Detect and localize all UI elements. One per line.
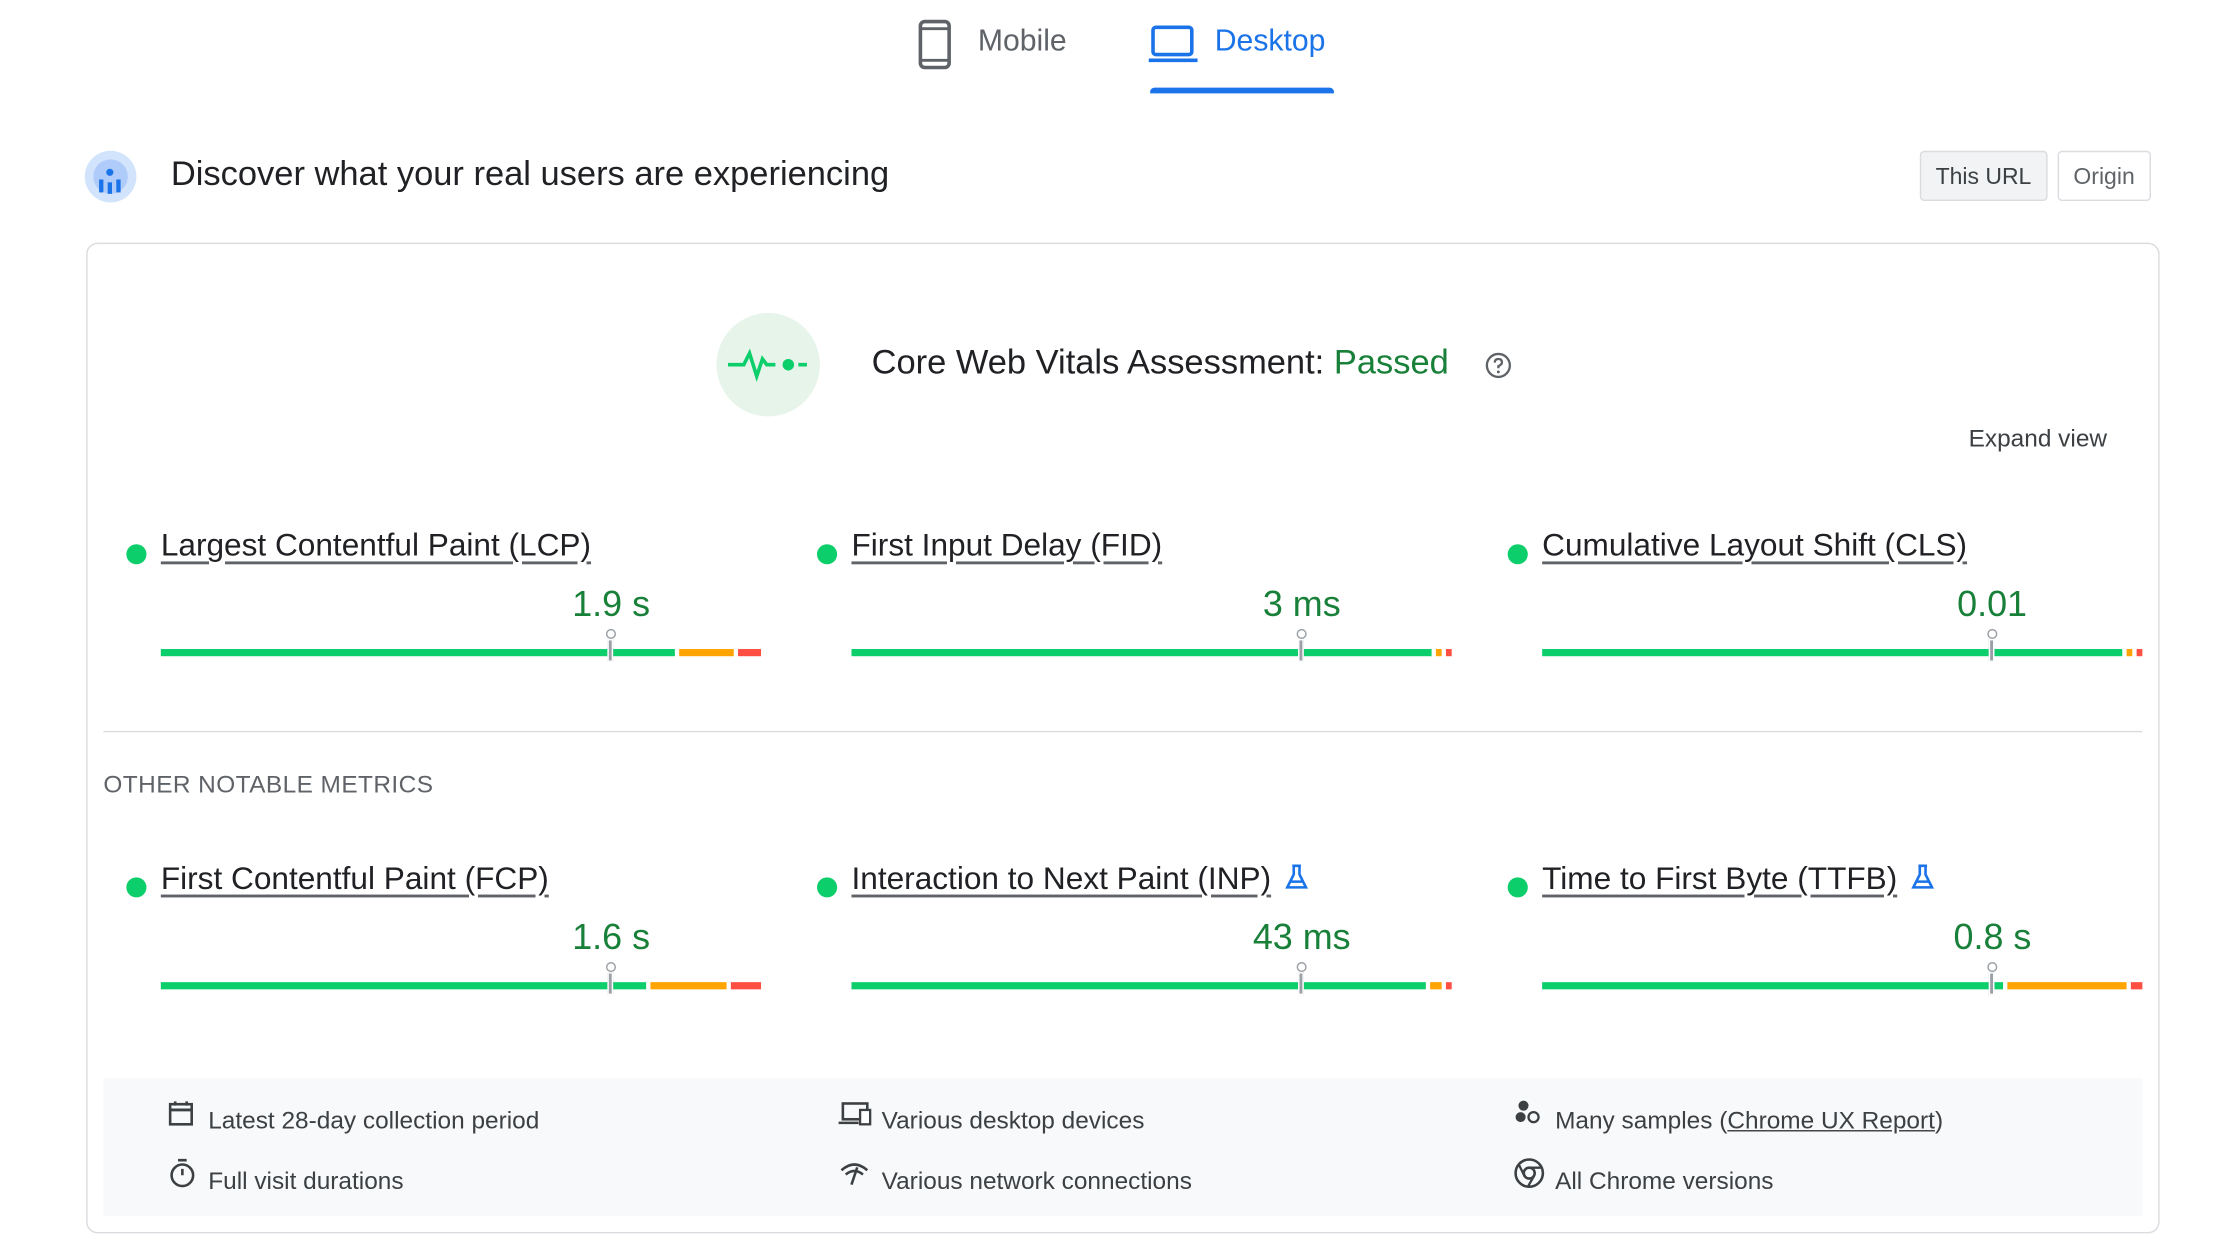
crux-link[interactable]: Chrome UX Report — [1727, 1107, 1935, 1135]
distribution-segment — [2126, 649, 2133, 657]
distribution-bar — [1542, 982, 2143, 990]
samples-icon — [1515, 1100, 1540, 1124]
footer-duration: Full visit durations — [208, 1167, 404, 1195]
devices-icon — [838, 1102, 872, 1126]
distribution-bar — [1542, 649, 2143, 657]
metric-name[interactable]: Cumulative Layout Shift (CLS) — [1542, 526, 1968, 563]
metric-value: 0.8 s — [1953, 917, 2032, 958]
p75-marker — [605, 628, 616, 639]
footer-devices: Various desktop devices — [881, 1107, 1145, 1135]
samples-prefix: Many samples ( — [1555, 1107, 1728, 1135]
metric-value: 1.6 s — [572, 917, 651, 958]
toggle-this-url[interactable]: This URL — [1919, 150, 2048, 202]
p75-marker — [1295, 962, 1306, 973]
metric-name[interactable]: Time to First Byte (TTFB) — [1542, 860, 1898, 896]
timer-icon — [170, 1158, 195, 1188]
footer-chrome: All Chrome versions — [1555, 1167, 1774, 1195]
other-heading: OTHER NOTABLE METRICS — [103, 771, 434, 799]
footer-period: Latest 28-day collection period — [208, 1107, 540, 1135]
flask-path — [1285, 864, 1309, 889]
footer-samples: Many samples (Chrome UX Report) — [1555, 1107, 1943, 1136]
distribution-bar — [160, 649, 762, 657]
metric-value: 43 ms — [1252, 917, 1351, 958]
p75-marker-line — [1988, 972, 1995, 996]
help-icon[interactable] — [1485, 352, 1512, 379]
distribution-segment — [851, 982, 1426, 990]
distribution-segment — [851, 649, 1432, 657]
tab-indicator — [1150, 87, 1334, 94]
section-title: Discover what your real users are experi… — [170, 155, 890, 194]
distribution-segment — [731, 982, 762, 990]
status-dot — [1507, 877, 1528, 898]
distribution-segment — [679, 649, 734, 657]
desktop-icon — [1148, 25, 1198, 63]
p75-marker-line — [1988, 638, 1995, 662]
status-dot — [126, 544, 147, 565]
crux-icon — [84, 150, 137, 203]
p75-marker-line — [1298, 638, 1304, 662]
distribution-segment — [160, 649, 676, 657]
metric-value: 0.01 — [1957, 584, 2028, 625]
assessment-icon — [716, 313, 820, 417]
distribution-bar — [160, 982, 762, 990]
status-dot — [126, 877, 147, 898]
distribution-segment — [1429, 982, 1442, 990]
metric-name[interactable]: First Contentful Paint (FCP) — [160, 860, 549, 896]
assessment-status: Passed — [1333, 343, 1449, 382]
network-icon — [840, 1163, 869, 1186]
metric-value: 1.9 s — [572, 584, 651, 625]
divider — [103, 730, 2143, 733]
distribution-segment — [1542, 649, 2122, 657]
samples-suffix: ) — [1934, 1107, 1944, 1135]
distribution-segment — [650, 982, 728, 990]
metric-name[interactable]: Largest Contentful Paint (LCP) — [160, 526, 592, 563]
p75-marker — [1295, 628, 1306, 639]
card — [86, 242, 2160, 1234]
assessment-text: Core Web Vitals Assessment: Passed — [872, 343, 1449, 383]
flask — [1911, 864, 1935, 889]
tab-mobile[interactable]: Mobile — [977, 24, 1067, 58]
distribution-bar — [851, 982, 1452, 990]
p75-marker — [605, 962, 616, 973]
expand-view[interactable]: Expand view — [1968, 425, 2108, 453]
distribution-segment — [1435, 649, 1442, 657]
assessment-label: Core Web Vitals Assessment: — [871, 343, 1325, 382]
status-dot — [1507, 544, 1528, 565]
chrome-icon — [1514, 1158, 1545, 1189]
metric-name[interactable]: Interaction to Next Paint (INP) — [851, 860, 1272, 896]
status-dot — [817, 544, 838, 565]
footer-network: Various network connections — [881, 1167, 1192, 1195]
p75-marker-line — [607, 972, 614, 996]
distribution-segment — [160, 982, 646, 990]
toggle-origin[interactable]: Origin — [2057, 150, 2151, 202]
mobile-icon — [918, 19, 951, 70]
p75-marker-line — [1298, 972, 1304, 996]
calendar-icon — [168, 1101, 193, 1126]
distribution-segment — [2130, 982, 2143, 990]
distribution-segment — [2136, 649, 2143, 657]
distribution-segment — [1445, 982, 1452, 990]
footer — [103, 1078, 2143, 1217]
distribution-bar — [851, 649, 1452, 657]
flask — [1285, 864, 1309, 889]
tab-desktop[interactable]: Desktop — [1214, 24, 1326, 58]
p75-marker-line — [607, 638, 614, 662]
status-dot — [817, 877, 838, 898]
distribution-segment — [737, 649, 762, 657]
p75-marker — [1986, 962, 1997, 973]
metric-name[interactable]: First Input Delay (FID) — [851, 526, 1163, 563]
metric-value: 3 ms — [1262, 584, 1341, 625]
distribution-segment — [1445, 649, 1452, 657]
flask-path — [1911, 864, 1935, 889]
distribution-segment — [2007, 982, 2127, 990]
distribution-segment — [1542, 982, 2004, 990]
p75-marker — [1986, 628, 1997, 639]
